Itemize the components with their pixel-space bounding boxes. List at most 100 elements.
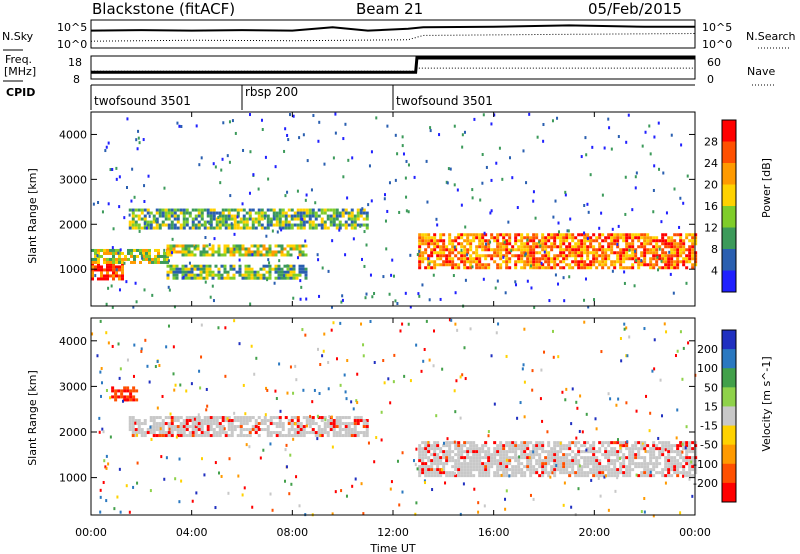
data-cell <box>274 267 278 271</box>
noise-cell <box>123 216 126 220</box>
data-cell <box>427 245 431 249</box>
data-cell <box>109 274 112 278</box>
data-cell <box>466 450 470 454</box>
data-cell <box>535 468 539 472</box>
data-cell <box>205 276 209 280</box>
data-cell <box>613 462 617 466</box>
data-cell <box>239 419 243 423</box>
data-cell <box>304 253 308 257</box>
data-cell <box>643 263 647 267</box>
data-cell <box>607 444 611 448</box>
data-cell <box>286 273 290 277</box>
data-cell <box>634 236 638 240</box>
colorbar-swatch <box>722 463 736 484</box>
data-cell <box>589 236 593 240</box>
data-cell <box>679 242 683 246</box>
data-cell <box>134 208 138 212</box>
data-cell <box>146 208 150 212</box>
data-cell <box>338 431 342 435</box>
data-cell <box>244 270 248 274</box>
data-cell <box>317 223 321 227</box>
noise-cell <box>227 491 230 495</box>
noise-cell <box>118 467 121 471</box>
data-cell <box>607 453 611 457</box>
data-cell <box>532 456 536 460</box>
noise-cell <box>453 245 456 249</box>
noise-cell <box>562 276 565 280</box>
data-cell <box>344 416 348 420</box>
data-cell <box>223 264 227 268</box>
data-cell <box>607 248 611 252</box>
data-cell <box>502 465 506 469</box>
data-cell <box>272 422 276 426</box>
data-cell <box>601 248 605 252</box>
noise-cell <box>507 220 510 224</box>
data-cell <box>242 220 246 224</box>
noise-cell <box>305 193 308 197</box>
colorbar-tick-label: 16 <box>704 200 718 213</box>
data-cell <box>326 422 330 426</box>
data-cell <box>559 465 563 469</box>
data-cell <box>145 257 148 261</box>
data-cell <box>694 462 698 466</box>
data-cell <box>631 257 635 261</box>
data-cell <box>137 208 141 212</box>
data-cell <box>229 264 233 268</box>
data-cell <box>259 244 263 248</box>
data-cell <box>103 260 106 264</box>
data-cell <box>274 253 278 257</box>
data-cell <box>514 471 518 475</box>
noise-cell <box>489 211 492 215</box>
data-cell <box>481 236 485 240</box>
data-cell <box>553 239 557 243</box>
data-cell <box>158 434 162 438</box>
data-cell <box>140 434 144 438</box>
data-cell <box>158 208 162 212</box>
data-cell <box>556 459 560 463</box>
data-cell <box>161 208 165 212</box>
data-cell <box>595 468 599 472</box>
noise-cell <box>595 427 598 431</box>
data-cell <box>311 214 315 218</box>
data-cell <box>592 450 596 454</box>
noise-cell <box>607 117 610 121</box>
data-cell <box>595 462 599 466</box>
data-cell <box>341 416 345 420</box>
data-cell <box>182 428 186 432</box>
data-cell <box>523 248 527 252</box>
data-cell <box>254 217 258 221</box>
data-cell <box>277 270 281 274</box>
data-cell <box>218 416 222 420</box>
data-cell <box>682 471 686 475</box>
data-cell <box>655 447 659 451</box>
data-cell <box>469 474 473 478</box>
data-cell <box>179 226 183 230</box>
data-cell <box>619 236 623 240</box>
data-cell <box>628 450 632 454</box>
data-cell <box>329 422 333 426</box>
nsearch-label: N.Search <box>746 30 796 43</box>
data-cell <box>118 251 121 255</box>
noise-cell <box>261 128 264 132</box>
data-cell <box>344 422 348 426</box>
data-cell <box>442 444 446 448</box>
data-cell <box>565 254 569 258</box>
data-cell <box>293 214 297 218</box>
data-cell <box>505 248 509 252</box>
data-cell <box>211 270 215 274</box>
noise-cell <box>433 329 436 333</box>
data-cell <box>311 431 315 435</box>
data-cell <box>347 214 351 218</box>
data-cell <box>514 248 518 252</box>
noise-cell <box>401 451 404 455</box>
noise-cell <box>99 319 102 323</box>
data-cell <box>362 211 366 215</box>
data-cell <box>223 244 227 248</box>
data-cell <box>427 260 431 264</box>
data-cell <box>628 471 632 475</box>
data-cell <box>559 456 563 460</box>
data-cell <box>487 245 491 249</box>
data-cell <box>436 465 440 469</box>
data-cell <box>266 431 270 435</box>
data-cell <box>568 453 572 457</box>
